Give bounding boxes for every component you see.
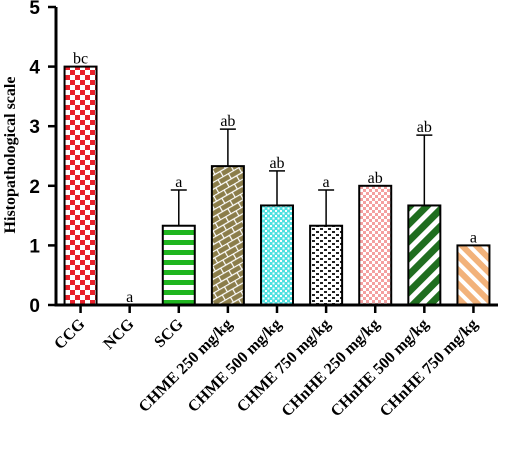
significance-label: a [470, 229, 477, 246]
bar [310, 225, 343, 305]
y-tick-label: 5 [29, 0, 40, 19]
bar [162, 225, 195, 305]
y-tick-label: 4 [29, 58, 40, 79]
significance-label: ab [220, 113, 235, 130]
bar [211, 166, 244, 305]
significance-label: a [126, 289, 133, 306]
x-tick-label: CHnHE 750 mg/kg [377, 316, 481, 420]
bar [408, 205, 441, 305]
bar [261, 205, 293, 305]
x-tick-label: CHME 500 mg/kg [185, 316, 285, 416]
significance-labels: bc a a ab ab a ab ab a [73, 51, 477, 306]
bar [359, 185, 392, 305]
significance-label: ab [417, 119, 432, 136]
significance-label: a [323, 174, 330, 191]
y-tick-label: 0 [29, 296, 40, 317]
y-axis-label: Histopathological scale [2, 77, 19, 234]
x-tick-label: CHME 750 mg/kg [234, 316, 334, 416]
x-tick-label: SCG [151, 315, 187, 351]
error-bars [170, 128, 433, 226]
significance-label: bc [73, 51, 88, 68]
x-tick-label: NCG [100, 315, 138, 353]
significance-label: ab [269, 155, 284, 172]
y-tick-label: 3 [29, 117, 40, 138]
y-ticks: 0 1 2 3 4 5 [29, 0, 56, 317]
x-tick-label: CCG [51, 315, 89, 353]
y-tick-label: 1 [29, 236, 40, 257]
x-tick-label: CHME 250 mg/kg [136, 316, 236, 416]
y-tick-label: 2 [29, 177, 40, 198]
significance-label: ab [368, 170, 383, 187]
bar [457, 245, 490, 305]
significance-label: a [175, 174, 182, 191]
bar [64, 66, 97, 305]
